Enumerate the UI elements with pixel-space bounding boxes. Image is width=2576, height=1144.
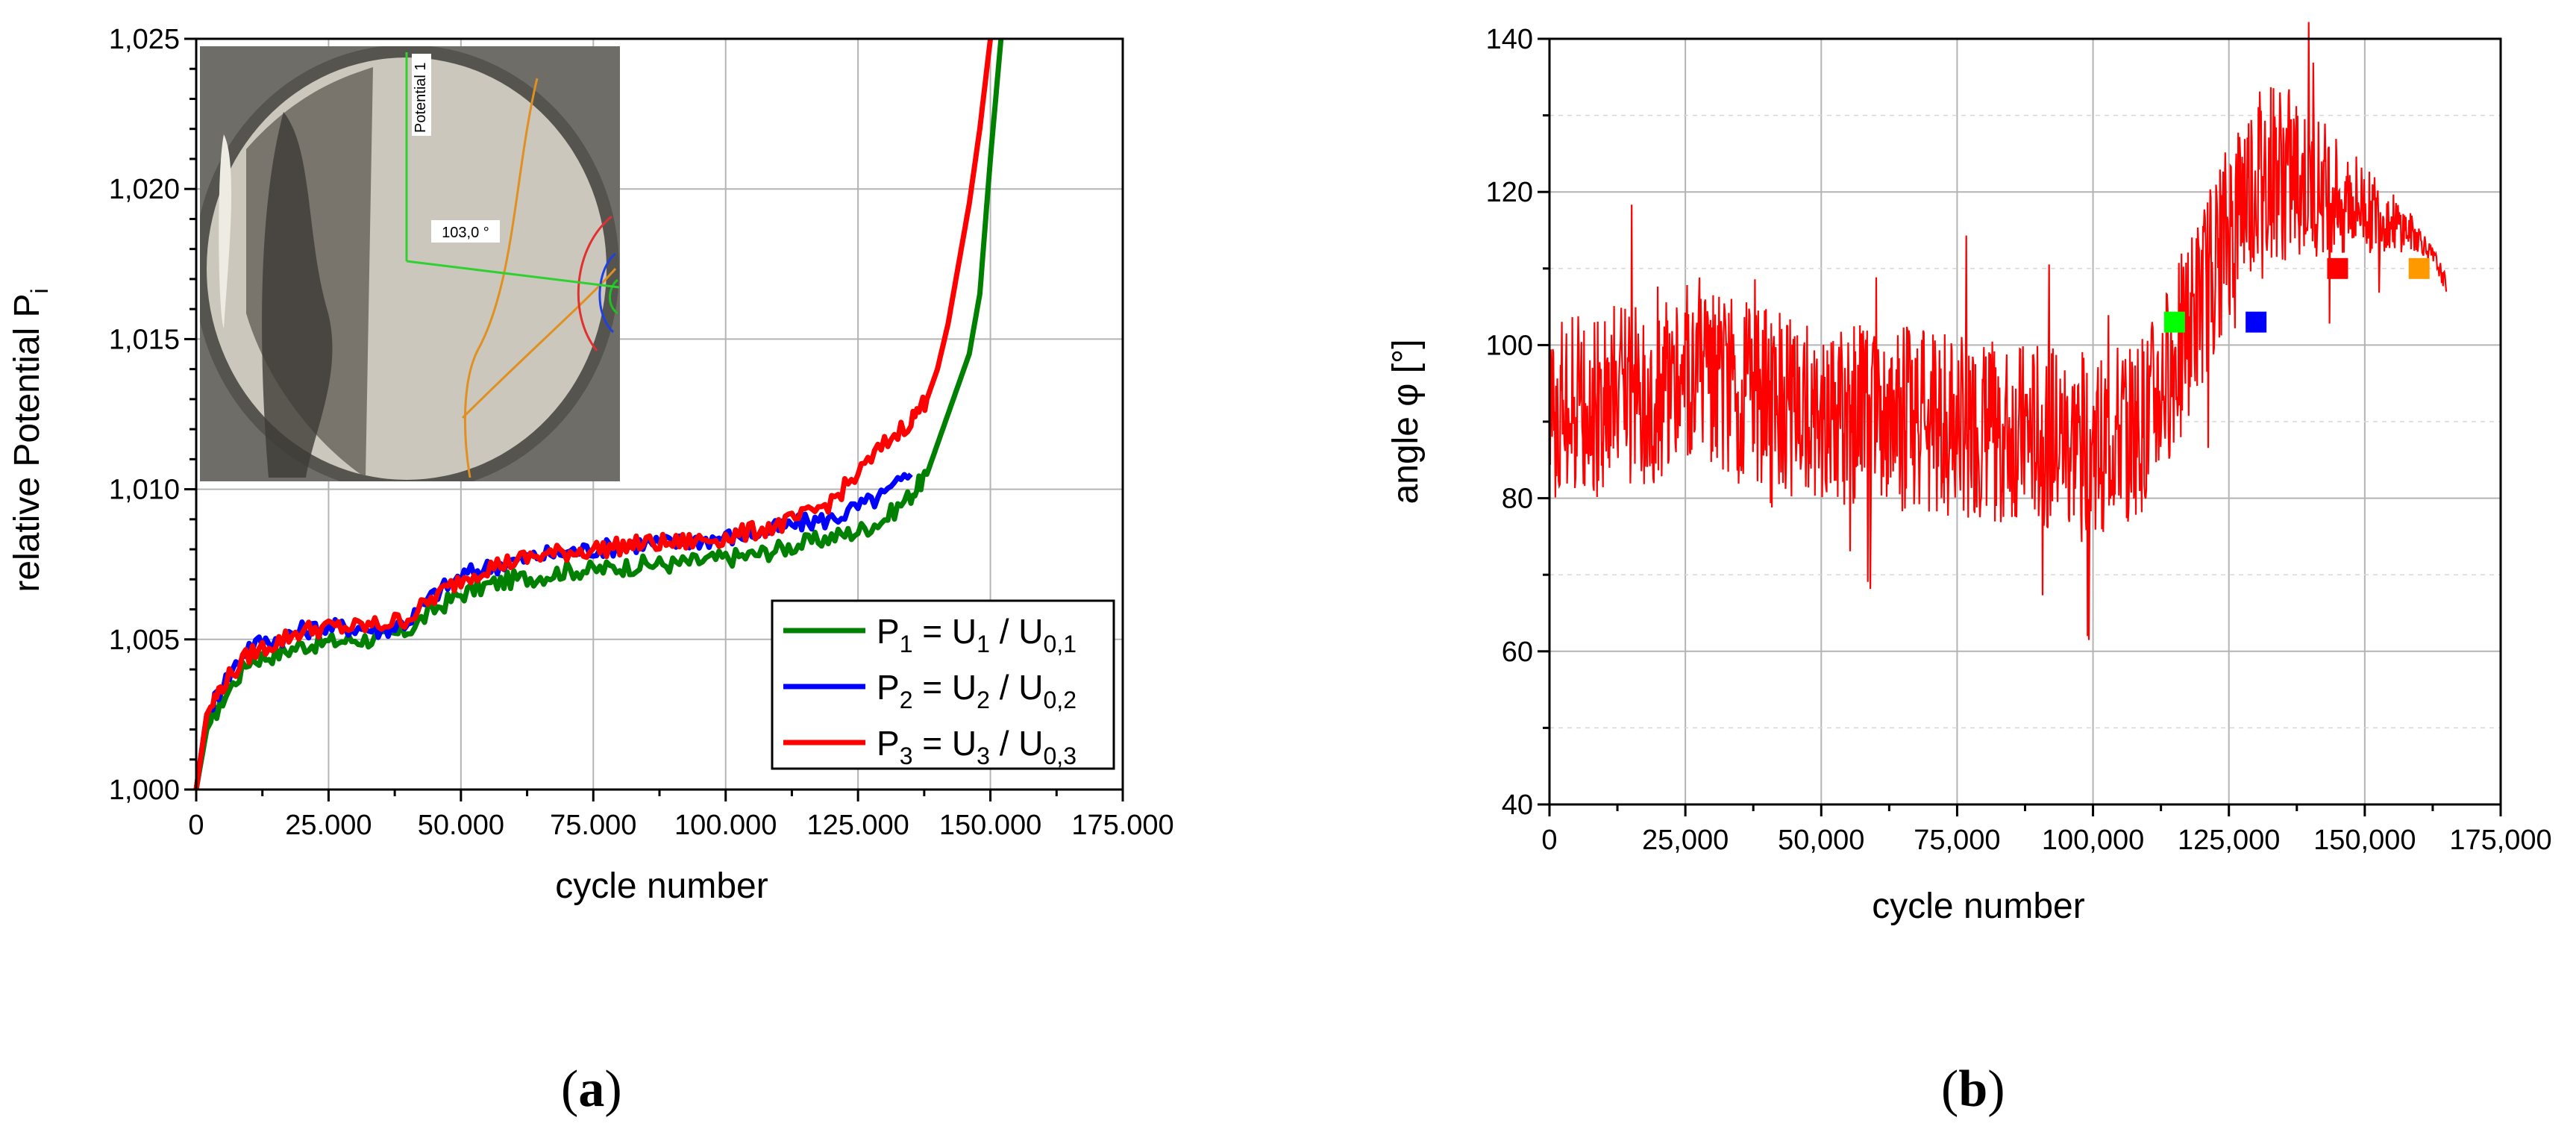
y-tick-label: 40 — [1502, 790, 1533, 821]
y-tick-label: 1,015 — [109, 324, 180, 355]
caption-a-close: ) — [604, 1060, 622, 1118]
y-tick-label: 60 — [1502, 637, 1533, 668]
y-tick-label: 1,025 — [109, 24, 180, 55]
inset-label-angle: 103,0 ° — [442, 225, 489, 241]
y-axis-label-a: relative Potential Pi — [7, 288, 53, 592]
marker-square-3 — [2327, 257, 2348, 279]
markers-b — [2163, 257, 2430, 333]
chart-a: Potential 1 103,0 ° 0 25.000 50.000 75.000 1… — [7, 24, 1174, 906]
y-tick-label: 1,020 — [109, 174, 180, 205]
x-axis-label-b: cycle number — [1872, 887, 2084, 926]
x-tick-label: 100,000 — [2042, 825, 2144, 856]
y-tick-label: 1,000 — [109, 775, 180, 806]
x-tick-label: 0 — [1541, 825, 1557, 856]
y-tick-label: 80 — [1502, 484, 1533, 515]
legend-label-3: P3 = U3 / U0,3 — [877, 724, 1077, 769]
x-tick-label: 50,000 — [1778, 825, 1864, 856]
series-lines-a — [193, 38, 1004, 790]
series-line-1 — [193, 38, 1004, 790]
series-lines-b — [1548, 22, 2448, 640]
x-tick-label: 100.000 — [674, 810, 777, 841]
y-axis-label-a-main: relative Potential P — [7, 293, 47, 592]
marker-square-4 — [2408, 257, 2430, 279]
caption-b: (b) — [1941, 1060, 2005, 1119]
legend-a: P1 = U1 / U0,1 P2 = U2 / U0,2 P3 = U3 / U0… — [771, 599, 1115, 770]
x-tick-label: 25.000 — [285, 810, 372, 841]
x-tick-label: 150,000 — [2313, 825, 2416, 856]
y-axis-label-b: angle φ [°] — [1386, 339, 1426, 504]
y-tick-label: 100 — [1486, 330, 1533, 361]
legend-label-1: P1 = U1 / U0,1 — [877, 612, 1077, 657]
legend-label-2: P2 = U2 / U0,2 — [877, 668, 1077, 713]
caption-a-open: ( — [561, 1060, 579, 1118]
y-tick-label: 140 — [1486, 24, 1533, 55]
x-tick-label: 125,000 — [2178, 825, 2280, 856]
caption-b-close: ) — [1987, 1060, 2005, 1118]
x-tick-label: 75.000 — [550, 810, 636, 841]
x-tick-label: 175,000 — [2449, 825, 2551, 856]
plot-frame — [1548, 37, 2502, 806]
y-tick-label: 1,005 — [109, 625, 180, 656]
y-tick-label: 120 — [1486, 177, 1533, 208]
chart-b: 0 25,000 50,000 75,000 100,000 125,000 150,000… — [1386, 22, 2552, 926]
y-axis-label-a-sub: i — [26, 288, 53, 293]
marker-square-2 — [2246, 311, 2267, 333]
caption-a: (a) — [561, 1060, 622, 1119]
marker-square-1 — [2163, 311, 2185, 333]
angle-series-line — [1548, 22, 2448, 640]
y-tick-label: 1,010 — [109, 475, 180, 506]
x-tick-label: 125.000 — [806, 810, 909, 841]
axes-b: 0 25,000 50,000 75,000 100,000 125,000 150,000… — [1486, 24, 2552, 856]
x-tick-label: 50.000 — [418, 810, 504, 841]
caption-b-open: ( — [1941, 1060, 1959, 1118]
plot-frame — [195, 37, 1124, 791]
inset-photo: Potential 1 103,0 ° — [200, 46, 620, 481]
series-line-3 — [193, 38, 994, 790]
x-tick-label: 25,000 — [1642, 825, 1729, 856]
x-axis-label-a: cycle number — [555, 866, 768, 906]
x-tick-label: 0 — [188, 810, 204, 841]
x-tick-label: 150.000 — [939, 810, 1041, 841]
caption-b-letter: b — [1958, 1060, 1988, 1118]
inset-label-potential: Potential 1 — [413, 62, 429, 133]
x-tick-label: 175.000 — [1071, 810, 1173, 841]
caption-a-letter: a — [578, 1060, 605, 1118]
axes-a: 0 25.000 50.000 75.000 100.000 125.000 150.000… — [109, 24, 1174, 841]
x-tick-label: 75,000 — [1914, 825, 2000, 856]
